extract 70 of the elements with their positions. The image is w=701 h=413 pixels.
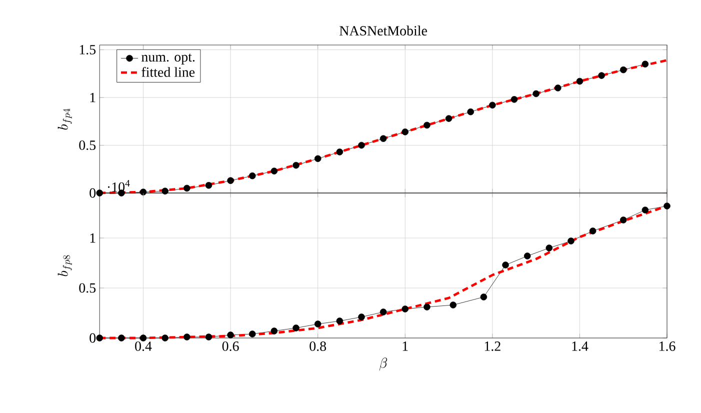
point <box>248 330 256 338</box>
y-tick-label: 1 <box>90 92 96 102</box>
point <box>402 128 409 136</box>
point <box>589 228 596 234</box>
point <box>510 96 518 103</box>
y-axis-title: $b_{fp8}$ <box>58 255 72 276</box>
point <box>205 182 212 189</box>
x-tick-label: 1.6 <box>660 342 676 351</box>
point <box>620 66 627 74</box>
point <box>642 206 649 214</box>
point <box>248 172 256 180</box>
point <box>554 84 562 92</box>
chart-title: NASNetMobile <box>340 26 427 36</box>
x-tick-label: 0.6 <box>222 342 239 351</box>
point <box>314 320 322 328</box>
point <box>642 60 649 68</box>
point <box>336 148 344 156</box>
point <box>227 332 234 338</box>
y-tick-label: 0 <box>90 188 96 198</box>
point <box>292 324 300 332</box>
point <box>292 162 300 169</box>
x-tick-label: 0.4 <box>135 342 152 351</box>
point <box>184 334 190 340</box>
y-tick-label: 0.5 <box>79 283 96 293</box>
x-tick-label: 1 <box>402 342 408 351</box>
y-tick-label: 0 <box>90 333 96 343</box>
point <box>532 90 540 98</box>
point <box>402 306 409 312</box>
point <box>546 244 553 252</box>
point <box>620 216 627 224</box>
point <box>314 155 322 162</box>
point <box>184 184 190 192</box>
y-tick-label: 1.5 <box>80 45 96 54</box>
x-axis-title: $\beta$ <box>379 358 388 371</box>
x-tick-label: 1.2 <box>484 342 500 351</box>
point <box>227 177 234 184</box>
point <box>270 168 278 174</box>
legend-label: num. opt. <box>142 54 195 64</box>
y-tick-label: 0.5 <box>79 140 96 150</box>
point <box>450 302 457 308</box>
y-tick-label: 1 <box>90 233 96 243</box>
x-tick-label: 0.8 <box>310 342 326 351</box>
point <box>598 72 605 79</box>
y-axis-title: $b_{fp4}$ <box>58 108 72 130</box>
point <box>467 108 474 116</box>
point <box>489 102 496 109</box>
point <box>118 334 125 342</box>
x-tick-label: 1.4 <box>572 342 588 351</box>
point <box>162 188 168 194</box>
point <box>424 304 430 310</box>
point <box>205 334 212 340</box>
point <box>162 334 168 342</box>
point <box>380 135 387 142</box>
point <box>524 252 531 260</box>
point <box>576 78 584 85</box>
legend-label: fitted line <box>142 66 195 77</box>
point <box>424 122 430 129</box>
point <box>336 318 344 324</box>
point <box>380 308 387 316</box>
point <box>140 334 147 342</box>
point <box>664 202 670 210</box>
point <box>96 190 103 196</box>
point <box>358 142 365 149</box>
point <box>358 314 365 320</box>
point <box>270 328 278 334</box>
point <box>96 334 103 342</box>
point <box>445 115 452 122</box>
point <box>502 262 509 268</box>
point <box>568 238 574 244</box>
point <box>480 294 488 300</box>
